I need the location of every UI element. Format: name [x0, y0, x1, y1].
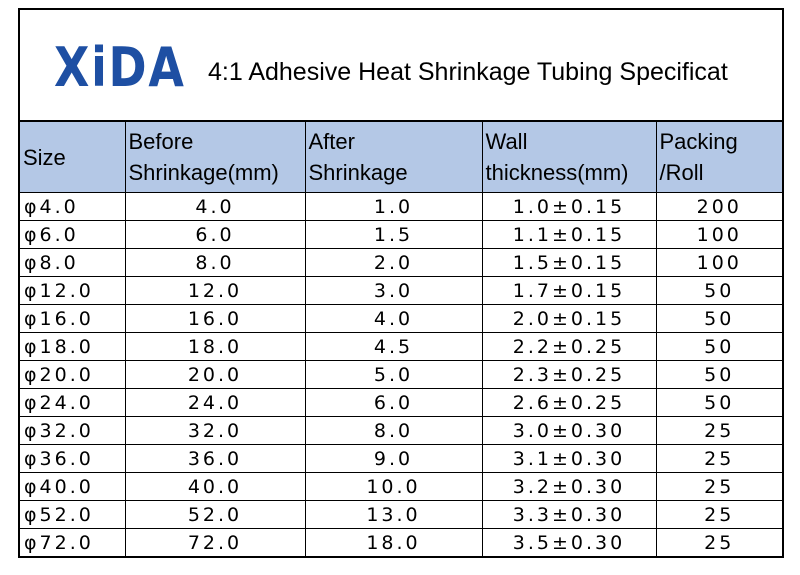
table-cell: 2.6±0.25: [481, 388, 657, 417]
header-line: Before: [128, 129, 194, 154]
table-cell: 3.0: [304, 276, 483, 305]
table-cell: 18.0: [304, 528, 483, 556]
table-cell: 2.3±0.25: [481, 360, 657, 389]
table-cell: 2.0: [304, 248, 483, 277]
table-cell: φ18.0: [20, 332, 126, 361]
table-cell: 50: [655, 304, 782, 333]
header-line: thickness(mm): [485, 160, 629, 185]
table-cell: 50: [655, 360, 782, 389]
table-row: φ18.0 18.0 4.5 2.2±0.25 50: [20, 332, 782, 361]
table-cell: 4.0: [304, 304, 483, 333]
table-row: φ52.0 52.0 13.0 3.3±0.30 25: [20, 500, 782, 529]
header-row: Size Before Shrinkage(mm) After Shrinkage Wal…: [20, 122, 782, 193]
header-line: Shrinkage(mm): [128, 160, 279, 185]
header-line: Size: [23, 144, 66, 170]
table-cell: φ4.0: [20, 192, 126, 221]
spec-sheet: XiDA 4:1 Adhesive Heat Shrinkage Tubing …: [18, 8, 784, 558]
table-row: φ4.0 4.0 1.0 1.0±0.15 200: [20, 192, 782, 221]
table-cell: 100: [655, 220, 782, 249]
table-row: φ72.0 72.0 18.0 3.5±0.30 25: [20, 528, 782, 556]
table-cell: φ24.0: [20, 388, 126, 417]
table-cell: 36.0: [124, 444, 306, 473]
table-cell: 25: [655, 444, 782, 473]
table-cell: 16.0: [124, 304, 306, 333]
column-header: After Shrinkage: [304, 122, 483, 193]
table-cell: 8.0: [304, 416, 483, 445]
logo: XiDA: [54, 36, 186, 99]
header-line: Shrinkage: [308, 160, 408, 185]
table-cell: 1.0: [304, 192, 483, 221]
table-row: φ32.0 32.0 8.0 3.0±0.30 25: [20, 416, 782, 445]
table-cell: 1.0±0.15: [481, 192, 657, 221]
header: XiDA 4:1 Adhesive Heat Shrinkage Tubing …: [20, 10, 782, 122]
column-header: Size: [20, 122, 126, 193]
table-cell: 3.5±0.30: [481, 528, 657, 556]
table-cell: 2.2±0.25: [481, 332, 657, 361]
table-cell: 9.0: [304, 444, 483, 473]
table-row: φ12.0 12.0 3.0 1.7±0.15 50: [20, 276, 782, 305]
table-cell: 3.0±0.30: [481, 416, 657, 445]
table-cell: 25: [655, 528, 782, 556]
table-cell: 52.0: [124, 500, 306, 529]
table-cell: φ52.0: [20, 500, 126, 529]
table-cell: 1.7±0.15: [481, 276, 657, 305]
table-cell: 8.0: [124, 248, 306, 277]
column-header: Packing/Roll: [655, 122, 782, 193]
table-cell: 3.2±0.30: [481, 472, 657, 501]
table-cell: 3.3±0.30: [481, 500, 657, 529]
header-line: /Roll: [659, 160, 704, 185]
table-cell: φ40.0: [20, 472, 126, 501]
table-cell: 40.0: [124, 472, 306, 501]
table-row: φ16.0 16.0 4.0 2.0±0.15 50: [20, 304, 782, 333]
table-cell: 32.0: [124, 416, 306, 445]
table-cell: 50: [655, 276, 782, 305]
table-cell: φ36.0: [20, 444, 126, 473]
table-cell: φ16.0: [20, 304, 126, 333]
table-cell: φ32.0: [20, 416, 126, 445]
table-cell: 200: [655, 192, 782, 221]
spec-table: Size Before Shrinkage(mm) After Shrinkage Wal…: [20, 122, 782, 556]
table-cell: 24.0: [124, 388, 306, 417]
header-line: Wall: [485, 129, 528, 154]
table-cell: 12.0: [124, 276, 306, 305]
column-header: Before Shrinkage(mm): [124, 122, 306, 193]
table-cell: 5.0: [304, 360, 483, 389]
header-line: After: [308, 129, 355, 154]
table-cell: 20.0: [124, 360, 306, 389]
table-cell: 50: [655, 332, 782, 361]
column-header: Wall thickness(mm): [481, 122, 657, 193]
table-row: φ6.0 6.0 1.5 1.1±0.15 100: [20, 220, 782, 249]
table-cell: 25: [655, 416, 782, 445]
table-cell: 18.0: [124, 332, 306, 361]
table-cell: φ6.0: [20, 220, 126, 249]
table-cell: 1.1±0.15: [481, 220, 657, 249]
table-cell: 50: [655, 388, 782, 417]
table-cell: 10.0: [304, 472, 483, 501]
header-line: Packing: [659, 129, 738, 154]
table-cell: 1.5: [304, 220, 483, 249]
table-cell: 25: [655, 472, 782, 501]
table-cell: φ20.0: [20, 360, 126, 389]
table-row: φ8.0 8.0 2.0 1.5±0.15 100: [20, 248, 782, 277]
table-cell: 6.0: [304, 388, 483, 417]
title: 4:1 Adhesive Heat Shrinkage Tubing Speci…: [208, 58, 728, 86]
table-cell: φ8.0: [20, 248, 126, 277]
table-cell: 2.0±0.15: [481, 304, 657, 333]
table-cell: φ12.0: [20, 276, 126, 305]
table-cell: 4.5: [304, 332, 483, 361]
table-cell: 1.5±0.15: [481, 248, 657, 277]
table-cell: 6.0: [124, 220, 306, 249]
table-row: φ20.0 20.0 5.0 2.3±0.25 50: [20, 360, 782, 389]
table-cell: 25: [655, 500, 782, 529]
table-cell: 4.0: [124, 192, 306, 221]
table-cell: 3.1±0.30: [481, 444, 657, 473]
table-body: φ4.0 4.0 1.0 1.0±0.15 200 φ6.0 6.0 1.5 1.1±0.15 1…: [20, 192, 782, 556]
table-cell: 100: [655, 248, 782, 277]
table-row: φ36.0 36.0 9.0 3.1±0.30 25: [20, 444, 782, 473]
table-row: φ24.0 24.0 6.0 2.6±0.25 50: [20, 388, 782, 417]
table-cell: 13.0: [304, 500, 483, 529]
table-cell: 72.0: [124, 528, 306, 556]
table-row: φ40.0 40.0 10.0 3.2±0.30 25: [20, 472, 782, 501]
table-cell: φ72.0: [20, 528, 126, 556]
